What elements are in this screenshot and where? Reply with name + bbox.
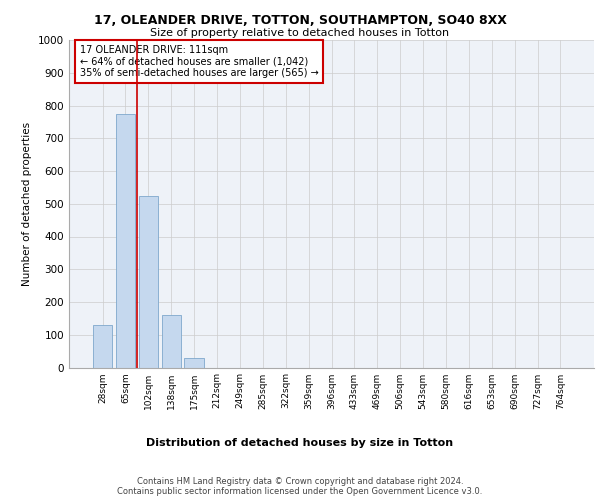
Bar [93,325,112,368]
Text: Size of property relative to detached houses in Totton: Size of property relative to detached ho… [151,28,449,38]
Text: Contains HM Land Registry data © Crown copyright and database right 2024.
Contai: Contains HM Land Registry data © Crown c… [118,476,482,496]
Bar [184,358,204,368]
Text: 17, OLEANDER DRIVE, TOTTON, SOUTHAMPTON, SO40 8XX: 17, OLEANDER DRIVE, TOTTON, SOUTHAMPTON,… [94,14,506,27]
Text: Distribution of detached houses by size in Totton: Distribution of detached houses by size … [146,438,454,448]
Bar [116,114,135,368]
Y-axis label: Number of detached properties: Number of detached properties [22,122,32,286]
Bar [161,315,181,368]
Bar [139,196,158,368]
Text: 17 OLEANDER DRIVE: 111sqm
← 64% of detached houses are smaller (1,042)
35% of se: 17 OLEANDER DRIVE: 111sqm ← 64% of detac… [79,45,318,78]
